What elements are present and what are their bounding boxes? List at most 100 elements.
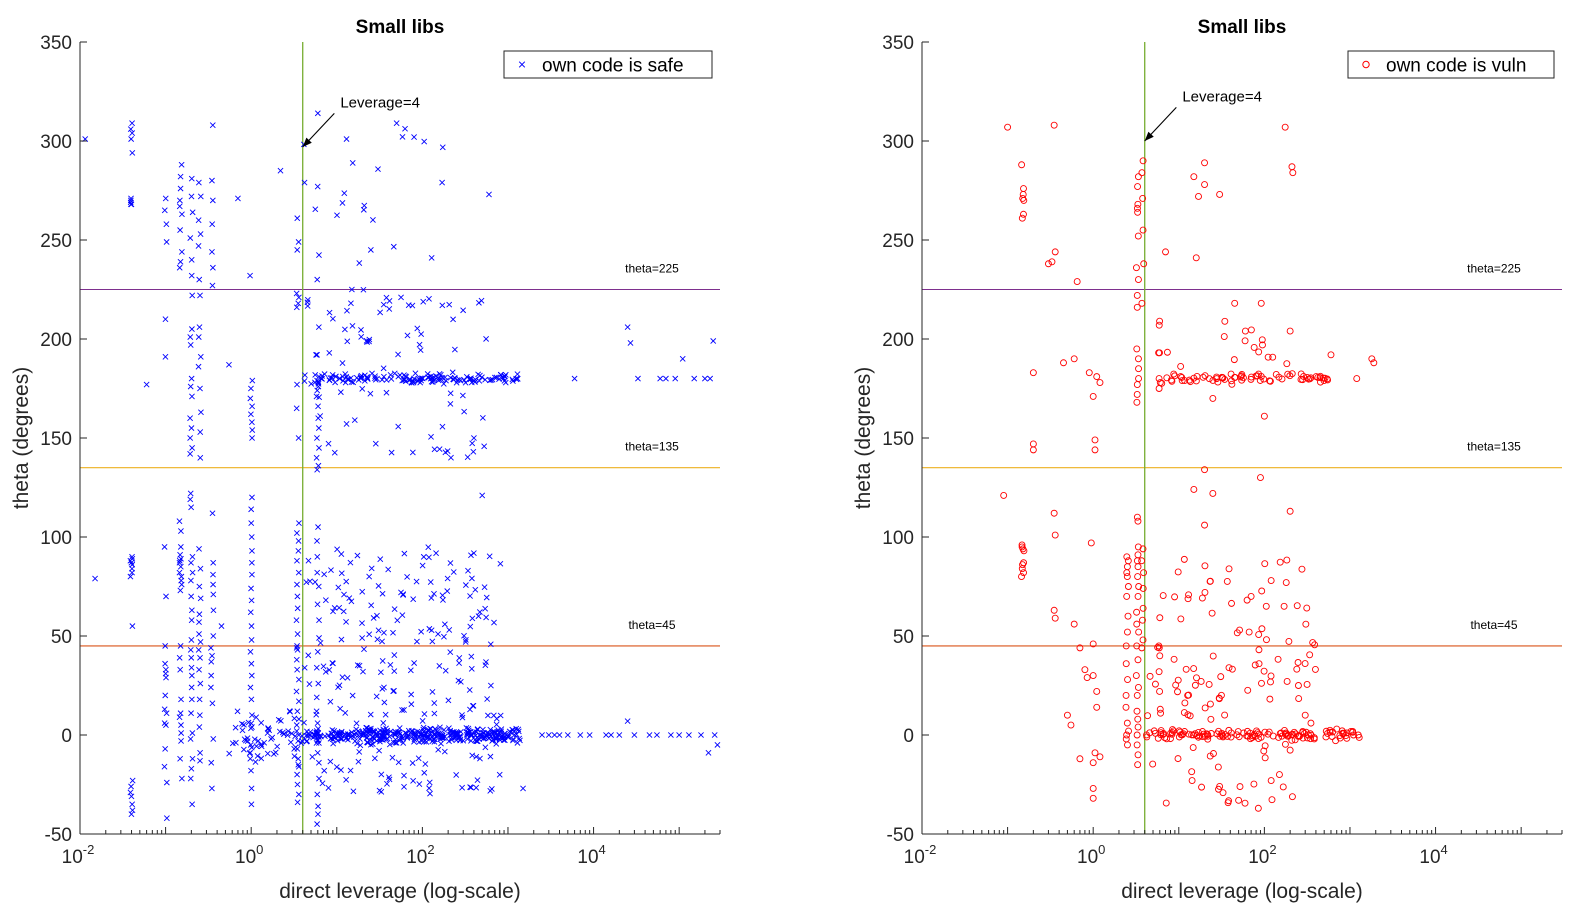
data-point — [479, 414, 486, 421]
data-point — [342, 709, 349, 716]
data-point — [468, 653, 475, 660]
data-point — [295, 239, 302, 245]
data-point — [268, 736, 275, 742]
data-point — [1294, 659, 1302, 666]
data-point — [294, 666, 301, 673]
data-point — [1123, 719, 1131, 727]
data-point — [343, 776, 350, 783]
data-point — [1133, 731, 1141, 739]
data-point — [162, 745, 169, 752]
data-point — [375, 627, 382, 634]
data-point — [417, 347, 424, 354]
data-point — [178, 738, 184, 744]
data-point — [248, 559, 255, 566]
data-point — [380, 373, 387, 380]
data-point — [208, 785, 215, 792]
data-point — [608, 732, 614, 738]
data-point — [358, 326, 364, 333]
data-point — [1133, 620, 1141, 628]
x-axis-label: direct leverage (log-scale) — [279, 880, 521, 903]
data-point — [1134, 517, 1142, 525]
data-point — [453, 379, 460, 386]
data-point — [483, 594, 490, 601]
data-point — [1093, 687, 1101, 695]
data-point — [377, 309, 384, 316]
data-point — [1230, 356, 1238, 364]
data-point — [249, 712, 255, 719]
data-point — [376, 736, 383, 743]
data-point — [448, 454, 454, 461]
data-point — [127, 789, 134, 796]
data-point — [143, 381, 150, 388]
data-point — [195, 363, 202, 370]
data-point — [364, 734, 370, 741]
data-point — [462, 639, 469, 645]
data-point — [357, 742, 364, 749]
data-point — [373, 732, 380, 739]
data-point — [487, 641, 494, 648]
data-point — [1225, 565, 1233, 573]
data-point — [1123, 573, 1131, 581]
x-tick-label: 10-2 — [62, 842, 95, 868]
data-point — [1091, 749, 1099, 757]
x-tick-label: 104 — [1419, 842, 1447, 868]
data-point — [501, 373, 508, 380]
data-point — [364, 375, 371, 382]
data-point — [1255, 646, 1263, 654]
data-point — [1310, 734, 1318, 742]
data-point — [330, 608, 336, 615]
data-point — [294, 708, 301, 715]
data-point — [364, 339, 370, 345]
data-point — [1206, 700, 1214, 708]
data-point — [1281, 740, 1289, 748]
data-point — [293, 290, 300, 297]
data-point — [381, 629, 387, 636]
data-point — [293, 530, 300, 536]
data-point — [476, 372, 483, 379]
data-point — [305, 733, 312, 739]
data-point — [1134, 200, 1142, 208]
data-point — [314, 749, 321, 756]
data-point — [1122, 660, 1130, 668]
data-point — [196, 276, 203, 283]
data-point — [1125, 727, 1132, 735]
data-point — [195, 217, 202, 224]
data-point — [441, 633, 447, 640]
data-point — [1020, 196, 1028, 204]
data-point — [415, 755, 422, 762]
data-point — [129, 149, 136, 156]
data-point — [1223, 577, 1231, 585]
data-point — [315, 759, 322, 766]
data-point — [395, 351, 401, 358]
data-point — [1233, 629, 1241, 637]
data-point — [248, 585, 254, 592]
data-point — [624, 324, 631, 331]
data-point — [498, 726, 505, 733]
data-point — [486, 553, 493, 560]
data-point — [1332, 737, 1340, 745]
data-point — [439, 302, 446, 309]
data-point — [294, 799, 301, 806]
data-point — [1135, 365, 1142, 373]
data-point — [244, 735, 251, 742]
data-point — [1151, 729, 1159, 737]
data-point — [294, 631, 301, 637]
data-point — [248, 520, 255, 527]
data-point — [1305, 375, 1313, 383]
data-point — [1217, 691, 1225, 699]
data-point — [1289, 169, 1297, 177]
data-point — [226, 750, 233, 757]
data-point — [1156, 705, 1164, 713]
data-point — [473, 784, 480, 791]
data-point — [306, 681, 313, 688]
data-point — [1288, 793, 1296, 801]
data-point — [314, 276, 321, 283]
data-point — [1294, 732, 1302, 740]
data-point — [482, 744, 489, 751]
data-point — [386, 741, 393, 748]
data-point — [545, 732, 552, 738]
data-point — [370, 615, 377, 621]
data-point — [1133, 390, 1141, 398]
data-point — [1201, 704, 1209, 712]
data-point — [343, 618, 349, 625]
